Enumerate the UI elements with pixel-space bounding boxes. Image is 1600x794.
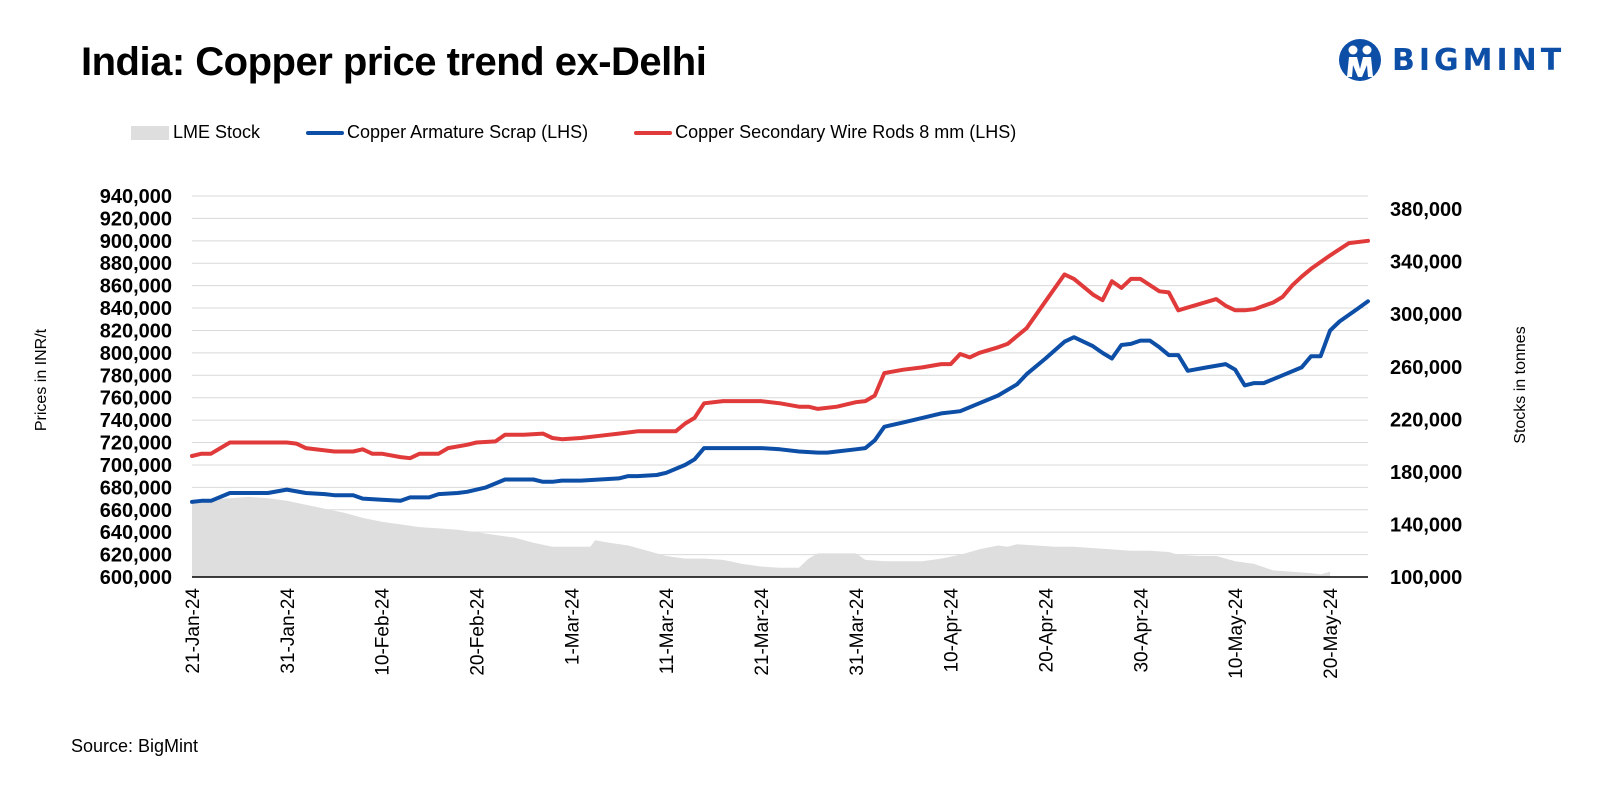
left-tick-label: 760,000 <box>100 388 172 410</box>
right-tick-label: 140,000 <box>1390 514 1462 536</box>
x-tick-label: 11-Mar-24 <box>657 588 678 675</box>
left-tick-label: 720,000 <box>100 433 172 455</box>
left-tick-label: 680,000 <box>100 477 172 499</box>
legend-swatch-line <box>634 130 673 135</box>
x-tick-label: 20-Feb-24 <box>468 588 489 676</box>
x-tick-label: 1-Mar-24 <box>562 588 583 666</box>
gridlines <box>192 195 1368 556</box>
legend-label: Copper Secondary Wire Rods 8 mm (LHS) <box>675 122 1017 142</box>
right-tick-label: 220,000 <box>1390 409 1462 431</box>
left-tick-label: 700,000 <box>100 455 172 477</box>
x-tick-label: 30-Apr-24 <box>1131 588 1152 673</box>
x-tick-label: 31-Mar-24 <box>847 588 868 676</box>
lme-stock-area-layer <box>192 496 1331 577</box>
legend-item-lme-stock: LME Stock <box>131 122 260 143</box>
left-tick-label: 880,000 <box>100 253 172 275</box>
left-axis-title: Prices in INR/t <box>33 328 50 431</box>
chart-legend: LME Stock Copper Armature Scrap (LHS) Co… <box>131 122 1016 143</box>
left-tick-label: 600,000 <box>100 567 172 589</box>
left-tick-label: 620,000 <box>100 545 172 567</box>
right-tick-label: 380,000 <box>1390 199 1462 221</box>
x-tick-label: 10-Feb-24 <box>373 588 394 676</box>
legend-item-wire-rods: Copper Secondary Wire Rods 8 mm (LHS) <box>634 122 1016 143</box>
left-tick-label: 900,000 <box>100 231 172 253</box>
right-tick-label: 180,000 <box>1390 462 1462 484</box>
left-tick-label: 640,000 <box>100 522 172 544</box>
x-tick-label: 31-Jan-24 <box>278 588 299 674</box>
brand-name: BIGMINT <box>1392 42 1566 78</box>
left-tick-label: 840,000 <box>100 298 172 320</box>
x-tick-label: 20-May-24 <box>1321 588 1342 679</box>
right-axis-ticks: 380,000 340,000 300,000 260,000 220,000 180,0… <box>1390 199 1462 589</box>
right-tick-label: 300,000 <box>1390 304 1462 326</box>
source-note: Source: BigMint <box>71 736 199 756</box>
x-axis-ticks: 21-Jan-24 31-Jan-24 10-Feb-24 20-Feb-24 1-Ma… <box>183 588 1342 679</box>
legend-swatch-line <box>306 130 345 135</box>
x-tick-label: 21-Mar-24 <box>752 588 773 676</box>
legend-label: Copper Armature Scrap (LHS) <box>347 122 589 142</box>
left-tick-label: 920,000 <box>100 208 172 230</box>
legend-swatch-area <box>131 125 169 140</box>
series-area-lme-stock <box>192 496 1331 577</box>
left-tick-label: 860,000 <box>100 276 172 298</box>
bigmint-logo-icon <box>1339 39 1381 81</box>
series-line-armature-scrap <box>190 299 1370 504</box>
price-lines-layer <box>190 238 1370 504</box>
left-axis-ticks: 940,000920,000900,000880,000860,000840,0… <box>100 186 172 589</box>
legend-item-armature-scrap: Copper Armature Scrap (LHS) <box>306 122 588 143</box>
left-tick-label: 660,000 <box>100 500 172 522</box>
chart-title: India: Copper price trend ex-Delhi <box>81 40 707 84</box>
right-tick-label: 260,000 <box>1390 357 1462 379</box>
legend-label: LME Stock <box>173 122 261 142</box>
left-tick-label: 820,000 <box>100 320 172 342</box>
right-tick-label: 340,000 <box>1390 252 1462 274</box>
right-axis-title: Stocks in tonnes <box>1512 326 1529 443</box>
x-tick-label: 20-Apr-24 <box>1037 588 1058 673</box>
brand-logo: BIGMINT <box>1338 30 1565 90</box>
x-tick-label: 10-May-24 <box>1226 588 1247 679</box>
left-tick-label: 780,000 <box>100 365 172 387</box>
series-line-wire-rods <box>190 238 1370 461</box>
left-tick-label: 800,000 <box>100 343 172 365</box>
left-tick-label: 940,000 <box>100 186 172 208</box>
x-tick-label: 21-Jan-24 <box>183 588 204 674</box>
right-tick-label: 100,000 <box>1390 567 1462 589</box>
x-tick-label: 10-Apr-24 <box>942 588 963 673</box>
left-tick-label: 740,000 <box>100 410 172 432</box>
